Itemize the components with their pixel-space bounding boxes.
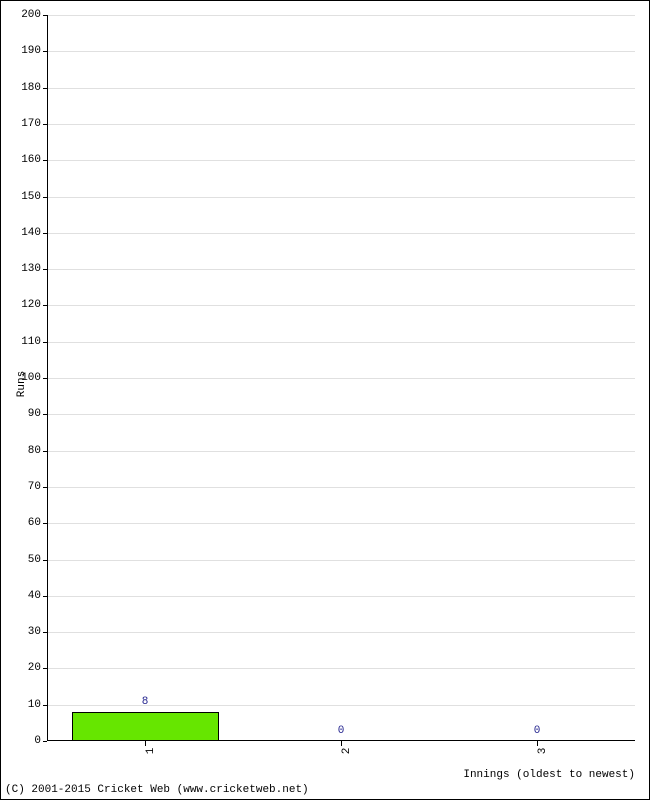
bar-value-label: 8 [142,696,149,708]
xtick-mark [341,741,342,746]
gridline [47,197,635,198]
y-axis [47,15,48,741]
gridline [47,668,635,669]
gridline [47,451,635,452]
gridline [47,342,635,343]
gridline [47,705,635,706]
ytick-label: 130 [21,263,41,275]
bar-value-label: 0 [338,725,345,737]
ytick-label: 10 [28,699,41,711]
bar [72,712,219,741]
gridline [47,124,635,125]
gridline [47,596,635,597]
xtick-label: 1 [145,748,157,755]
ytick-label: 50 [28,554,41,566]
copyright-text: (C) 2001-2015 Cricket Web (www.cricketwe… [5,784,309,796]
ytick-label: 40 [28,590,41,602]
ytick-label: 0 [34,735,41,747]
ytick-label: 170 [21,118,41,130]
ytick-label: 160 [21,154,41,166]
gridline [47,632,635,633]
ytick-label: 90 [28,408,41,420]
gridline [47,523,635,524]
gridline [47,51,635,52]
plot-area: 0102030405060708090100110120130140150160… [47,15,635,741]
gridline [47,305,635,306]
gridline [47,15,635,16]
ytick-label: 80 [28,445,41,457]
ytick-label: 110 [21,336,41,348]
ytick-label: 140 [21,227,41,239]
xtick-mark [537,741,538,746]
gridline [47,269,635,270]
gridline [47,414,635,415]
ytick-label: 150 [21,191,41,203]
ytick-label: 30 [28,626,41,638]
y-axis-label: Runs [16,371,28,397]
x-axis-label: Innings (oldest to newest) [463,769,635,781]
gridline [47,233,635,234]
xtick-label: 2 [341,748,353,755]
xtick-label: 3 [537,748,549,755]
gridline [47,160,635,161]
gridline [47,88,635,89]
ytick-label: 70 [28,481,41,493]
xtick-mark [145,741,146,746]
ytick-label: 180 [21,82,41,94]
ytick-label: 20 [28,662,41,674]
chart-container: 0102030405060708090100110120130140150160… [0,0,650,800]
gridline [47,487,635,488]
ytick-label: 60 [28,517,41,529]
ytick-label: 120 [21,299,41,311]
ytick-mark [43,741,47,742]
ytick-label: 190 [21,45,41,57]
gridline [47,560,635,561]
gridline [47,378,635,379]
bar-value-label: 0 [534,725,541,737]
ytick-label: 200 [21,9,41,21]
